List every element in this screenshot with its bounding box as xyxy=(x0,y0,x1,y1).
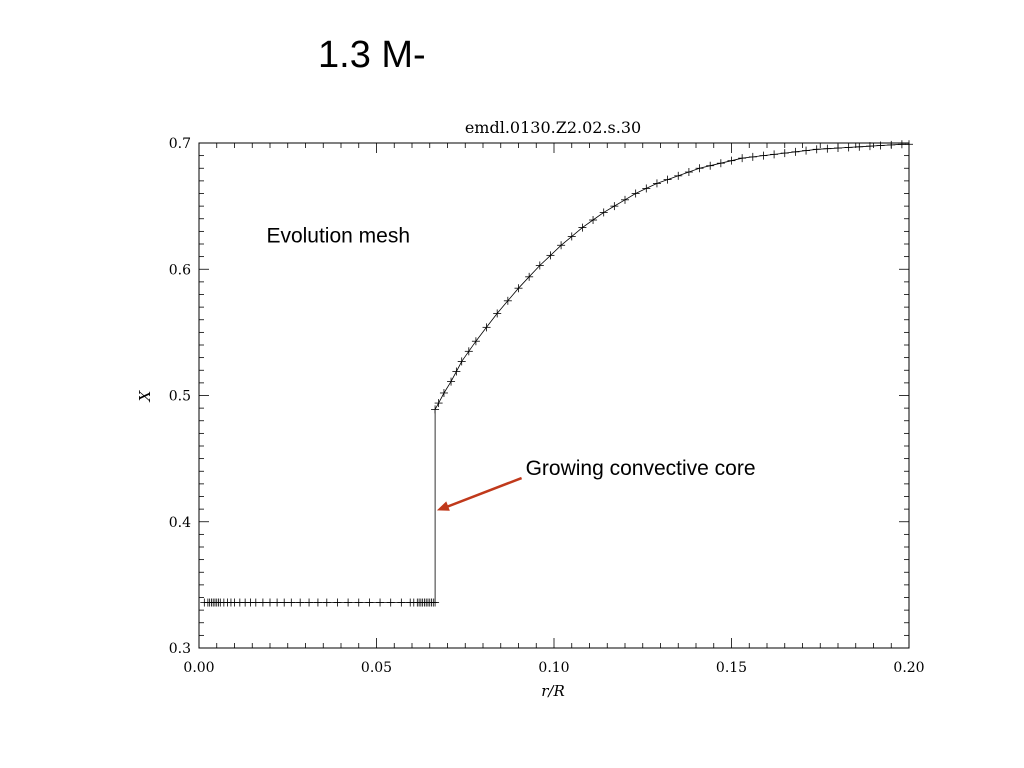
data-point-marker xyxy=(471,337,480,346)
data-point-marker xyxy=(439,388,448,397)
data-point-marker xyxy=(305,598,314,607)
data-point-marker xyxy=(631,189,640,198)
chart-title: emdl.0130.Z2.02.s.30 xyxy=(465,118,641,137)
x-tick-label: 0.15 xyxy=(716,660,747,676)
x-axis-label: r/R xyxy=(541,682,565,700)
data-point-marker xyxy=(748,152,757,161)
data-point-marker xyxy=(855,142,864,151)
data-point-marker xyxy=(397,598,406,607)
data-point-marker xyxy=(759,151,768,160)
y-tick-label: 0.7 xyxy=(169,136,191,152)
data-point-marker xyxy=(464,347,473,356)
data-point-marker xyxy=(365,598,374,607)
annotations: Evolution mesh Growing convective core xyxy=(266,225,756,511)
plot-frame xyxy=(198,142,910,649)
data-point-marker xyxy=(876,141,885,150)
data-point-marker xyxy=(610,202,619,211)
data-point-marker xyxy=(897,140,906,149)
data-point-marker xyxy=(354,598,363,607)
data-point-marker xyxy=(802,146,811,155)
data-point-marker xyxy=(447,377,456,386)
y-tick-label: 0.5 xyxy=(169,389,191,405)
data-point-marker xyxy=(823,144,832,153)
data-point-marker xyxy=(251,598,260,607)
data-point-marker xyxy=(738,154,747,163)
data-point-marker xyxy=(684,168,693,177)
data-point-marker xyxy=(535,261,544,270)
data-point-marker xyxy=(493,309,502,318)
data-point-marker xyxy=(770,150,779,159)
axis-tick-labels: 0.00 0.05 0.10 0.15 0.20 0.3 0.4 0.5 0.6 0.7 xyxy=(169,136,925,676)
data-point-marker xyxy=(652,179,661,188)
data-point-marker xyxy=(589,216,598,225)
data-point-marker xyxy=(642,184,651,193)
data-point-marker xyxy=(834,144,842,153)
data-point-marker xyxy=(333,598,342,607)
data-point-marker xyxy=(434,399,443,408)
data-point-marker xyxy=(258,598,267,607)
data-point-marker xyxy=(578,223,587,232)
annotation-convective-core: Growing convective core xyxy=(526,457,756,480)
data-point-marker xyxy=(431,405,440,414)
data-point-marker xyxy=(514,284,523,293)
series-line xyxy=(204,143,909,603)
x-tick-label: 0.05 xyxy=(361,660,392,676)
data-point-marker xyxy=(482,323,491,332)
data-point-marker xyxy=(674,171,683,180)
data-point-marker xyxy=(376,598,385,607)
data-point-marker xyxy=(313,598,322,607)
y-tick-label: 0.6 xyxy=(169,262,191,278)
data-point-marker xyxy=(791,147,800,156)
data-point-marker xyxy=(695,164,704,173)
data-point-marker xyxy=(452,367,461,376)
data-point-marker xyxy=(280,598,289,607)
x-tick-label: 0.10 xyxy=(538,660,569,676)
data-point-marker xyxy=(812,145,821,154)
data-point-marker xyxy=(322,598,331,607)
x-tick-label: 0.00 xyxy=(183,660,214,676)
y-tick-label: 0.4 xyxy=(169,515,191,531)
data-point-marker xyxy=(621,195,629,204)
y-axis-label: X xyxy=(136,389,154,402)
data-point-marker xyxy=(706,161,715,170)
annotation-evolution-mesh: Evolution mesh xyxy=(266,225,410,248)
data-point-marker xyxy=(266,598,274,607)
data-point-marker xyxy=(431,598,440,607)
data-point-marker xyxy=(887,140,896,149)
y-tick-label: 0.3 xyxy=(169,641,191,657)
data-point-marker xyxy=(287,598,296,607)
data-point-marker xyxy=(727,156,736,165)
data-point-marker xyxy=(780,149,789,158)
data-point-marker xyxy=(457,357,466,366)
data-point-marker xyxy=(273,598,282,607)
data-point-marker xyxy=(386,598,395,607)
data-point-marker xyxy=(716,159,725,168)
x-tick-label: 0.20 xyxy=(893,660,924,676)
slide-title: 1.3 M- xyxy=(318,34,426,76)
data-point-marker xyxy=(865,142,874,151)
axis-ticks xyxy=(198,142,910,649)
data-point-marker xyxy=(525,272,534,281)
data-point-marker xyxy=(905,140,913,149)
data-point-marker xyxy=(557,241,566,250)
annotation-arrow xyxy=(436,476,523,511)
data-point-marker xyxy=(546,251,555,260)
data-point-marker xyxy=(296,598,305,607)
data-point-marker xyxy=(599,208,608,217)
data-point-marker xyxy=(503,296,512,305)
data-point-marker xyxy=(844,143,853,152)
data-point-marker xyxy=(663,175,672,184)
series-markers xyxy=(200,140,913,607)
data-point-marker xyxy=(344,598,353,607)
data-point-marker xyxy=(567,232,576,241)
